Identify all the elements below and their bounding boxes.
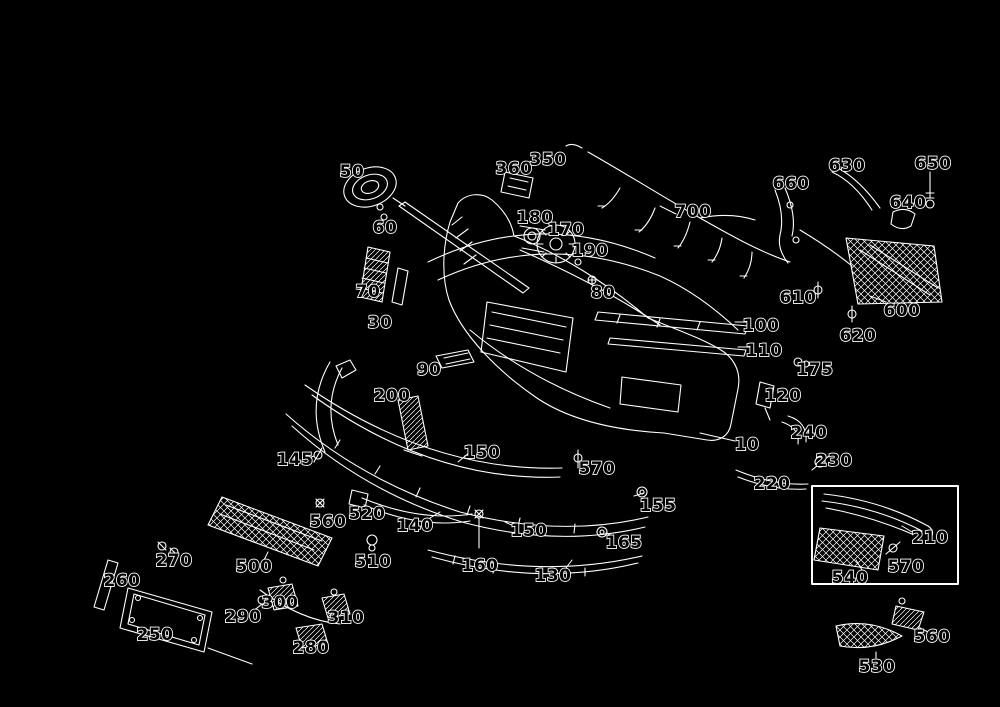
part-callout-130[interactable]: 130 bbox=[534, 565, 572, 587]
part-callout-660[interactable]: 660 bbox=[772, 173, 810, 195]
part-callout-160[interactable]: 160 bbox=[461, 555, 499, 577]
part-callout-90[interactable]: 90 bbox=[416, 359, 442, 381]
part-callout-145[interactable]: 145 bbox=[276, 449, 314, 471]
part-callout-250[interactable]: 250 bbox=[136, 624, 174, 646]
part-callout-260[interactable]: 260 bbox=[103, 570, 141, 592]
part-callout-620[interactable]: 620 bbox=[839, 325, 877, 347]
part-callout-210[interactable]: 210 bbox=[911, 527, 949, 549]
part-sketch-centre-fasteners bbox=[313, 447, 648, 549]
part-sketch-bumper-cover bbox=[427, 194, 740, 441]
part-callout-290[interactable]: 290 bbox=[224, 606, 262, 628]
part-sketch-right-clips bbox=[699, 357, 831, 490]
part-sketch-brackets bbox=[397, 349, 475, 457]
part-sketch-washer-cluster bbox=[500, 171, 597, 285]
part-callout-70[interactable]: 70 bbox=[355, 281, 381, 303]
part-callout-170[interactable]: 170 bbox=[547, 219, 585, 241]
part-callout-540[interactable]: 540 bbox=[831, 567, 869, 589]
part-callout-155[interactable]: 155 bbox=[639, 495, 677, 517]
part-callout-200[interactable]: 200 bbox=[373, 385, 411, 407]
part-sketch-left-grille bbox=[207, 489, 378, 567]
part-sketch-wheel-arch bbox=[315, 359, 357, 453]
diagram-artwork bbox=[93, 143, 959, 665]
part-callout-700[interactable]: 700 bbox=[674, 201, 712, 223]
part-sketch-headlamp-washer bbox=[774, 167, 935, 267]
part-callout-560[interactable]: 560 bbox=[309, 511, 347, 533]
part-callout-560[interactable]: 560 bbox=[913, 626, 951, 648]
part-callout-110[interactable]: 110 bbox=[745, 340, 783, 362]
part-callout-600[interactable]: 600 bbox=[883, 300, 921, 322]
part-sketch-licence-plate bbox=[93, 541, 253, 665]
part-sketch-rod bbox=[398, 201, 530, 294]
part-callout-50[interactable]: 50 bbox=[339, 161, 365, 183]
part-callout-60[interactable]: 60 bbox=[372, 217, 398, 239]
part-callout-310[interactable]: 310 bbox=[327, 607, 365, 629]
part-sketch-bottom-cluster bbox=[251, 576, 351, 649]
part-callout-570[interactable]: 570 bbox=[887, 556, 925, 578]
part-callout-150[interactable]: 150 bbox=[463, 442, 501, 464]
part-callout-510[interactable]: 510 bbox=[354, 551, 392, 573]
part-sketch-lower-strips bbox=[285, 384, 649, 579]
part-callout-190[interactable]: 190 bbox=[571, 240, 609, 262]
part-callout-120[interactable]: 120 bbox=[764, 385, 802, 407]
part-callout-240[interactable]: 240 bbox=[790, 422, 828, 444]
part-callout-520[interactable]: 520 bbox=[348, 503, 386, 525]
part-callout-300[interactable]: 300 bbox=[261, 592, 299, 614]
part-callout-280[interactable]: 280 bbox=[292, 637, 330, 659]
part-sketch-fog-trim bbox=[835, 597, 929, 659]
part-callout-350[interactable]: 350 bbox=[529, 149, 567, 171]
part-callout-640[interactable]: 640 bbox=[889, 192, 927, 214]
part-callout-30[interactable]: 30 bbox=[367, 312, 393, 334]
part-callout-610[interactable]: 610 bbox=[779, 287, 817, 309]
part-sketch-spring bbox=[359, 246, 409, 306]
part-callout-150[interactable]: 150 bbox=[510, 520, 548, 542]
part-callout-270[interactable]: 270 bbox=[155, 550, 193, 572]
part-callout-165[interactable]: 165 bbox=[605, 532, 643, 554]
part-callout-530[interactable]: 530 bbox=[858, 656, 896, 678]
part-sketch-horn bbox=[343, 166, 406, 221]
part-callout-220[interactable]: 220 bbox=[753, 473, 791, 495]
part-callout-360[interactable]: 360 bbox=[495, 158, 533, 180]
part-callout-230[interactable]: 230 bbox=[815, 450, 853, 472]
part-callout-650[interactable]: 650 bbox=[914, 153, 952, 175]
part-sketch-harness bbox=[565, 143, 791, 279]
part-callout-10[interactable]: 10 bbox=[734, 434, 760, 456]
inset-box bbox=[811, 485, 959, 585]
part-callout-570[interactable]: 570 bbox=[578, 458, 616, 480]
part-callout-500[interactable]: 500 bbox=[235, 556, 273, 578]
part-callout-175[interactable]: 175 bbox=[796, 359, 834, 381]
part-callout-630[interactable]: 630 bbox=[828, 155, 866, 177]
leader-lines bbox=[263, 205, 913, 571]
inset-box-border bbox=[811, 485, 959, 585]
part-callout-80[interactable]: 80 bbox=[590, 282, 616, 304]
part-callout-140[interactable]: 140 bbox=[396, 515, 434, 537]
part-callout-180[interactable]: 180 bbox=[516, 207, 554, 229]
part-sketch-closing-panel bbox=[813, 237, 943, 323]
part-callout-100[interactable]: 100 bbox=[742, 315, 780, 337]
part-sketch-impact-beam bbox=[594, 311, 749, 357]
